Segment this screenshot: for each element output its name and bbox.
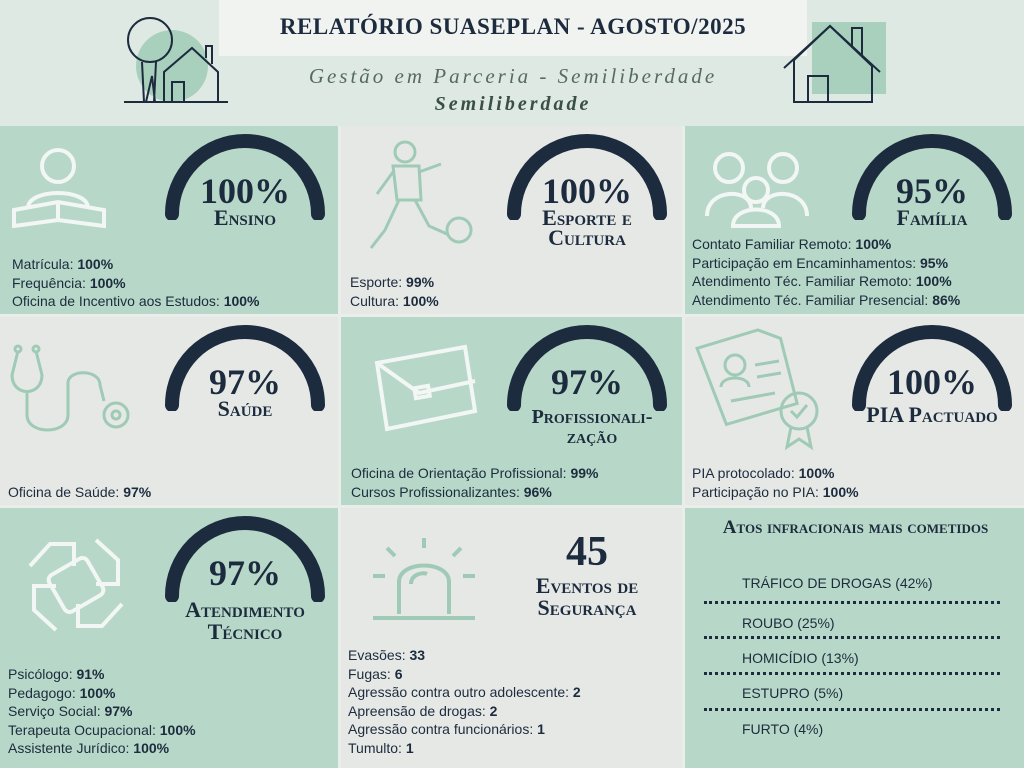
divider [704,672,1000,675]
percent-pia: 100% [887,362,977,402]
items-profissionalizacao: Oficina de Orientação Profissional: 99% … [351,464,598,501]
list-item: ROUBO (25%) [742,615,835,631]
card-esporte: 100% Esporte e Cultura Esporte: 99% Cult… [341,126,682,314]
label-ensino: Ensino [213,205,277,230]
divider [704,708,1000,711]
list-item: Atendimento Téc. Familiar Presencial: 86… [692,291,961,308]
label-seguranca-2: Segurança [537,595,637,620]
stethoscope-icon [10,344,130,432]
siren-icon [373,538,475,620]
gauge-atendimento [165,516,325,602]
card-ensino: 100% Ensino Matrícula: 100% Frequência: … [0,126,338,314]
items-familia: Contato Familiar Remoto: 100% Participaç… [692,235,960,309]
list-item: Assistente Jurídico: 100% [8,740,170,756]
list-item: Cultura: 100% [350,292,439,309]
items-ensino: Matrícula: 100% Frequência: 100% Oficina… [12,255,260,311]
list-item: Atendimento Téc. Familiar Remoto: 100% [692,273,952,289]
gauge-profissionalizacao [507,325,667,411]
card-pia: 100% PIA Pactuado PIA protocolado: 100% … [685,317,1024,505]
tree-house-icon [124,17,228,103]
list-item: ESTUPRO (5%) [742,685,844,701]
list-item: Frequência: 100% [12,274,126,291]
gauge-familia [852,134,1012,220]
gauge-esporte [507,134,667,220]
label-profissionalizacao: Profissionali- [531,406,653,428]
list-item: FURTO (4%) [742,721,824,737]
security-events-count: 45 [566,529,608,575]
label-atendimento-2: Técnico [207,619,283,644]
list-item: Oficina de Orientação Profissional: 99% [351,465,599,481]
list-item: Serviço Social: 97% [8,703,133,719]
family-icon [705,152,809,228]
percent-atendimento: 97% [209,553,281,593]
card-profissionalizacao: 97% Profissionali- zação Oficina de Orie… [341,317,682,505]
label-saude: Saúde [217,396,273,421]
list-item: Cursos Profissionalizantes: 96% [351,483,552,500]
items-atendimento: Psicólogo: 91% Pedagogo: 100% Serviço So… [8,665,196,758]
atos-title: Atos infracionais mais cometidos [722,517,989,538]
gauge-pia [852,325,1012,411]
list-item: Fugas: 6 [348,665,403,682]
list-item: Oficina de Incentivo aos Estudos: 100% [12,293,260,309]
percent-ensino: 100% [200,171,290,211]
label-esporte: Esporte e Cultura [542,205,632,250]
divider [704,636,1000,639]
gauge-saude [165,325,325,411]
items-pia: PIA protocolado: 100% Participação no PI… [692,464,859,501]
briefcase-icon [374,344,478,432]
percent-profissionalizacao: 97% [551,362,623,402]
list-item: Participação no PIA: 100% [692,483,859,500]
list-item: Tumulto: 1 [348,739,414,756]
list-item: Terapeuta Ocupacional: 100% [8,721,196,738]
list-item: Oficina de Saúde: 97% [8,484,152,500]
list-item: HOMICÍDIO (13%) [742,650,859,666]
label-familia: Família [896,205,968,230]
page-title: RELATÓRIO SUASEPLAN - AGOSTO/2025 [279,14,747,39]
list-item: TRÁFICO DE DROGAS (42%) [742,575,933,591]
page-subtitle: Gestão em Parceria - Semiliberdade [308,64,718,88]
items-esporte: Esporte: 99% Cultura: 100% [350,273,439,310]
list-item: PIA protocolado: 100% [692,465,835,481]
gauge-ensino [165,134,325,220]
house-icon [783,22,886,103]
percent-esporte: 100% [542,171,632,211]
hands-icon [28,538,124,632]
card-seguranca: 45 Eventos de Segurança Evasões: 33 Fuga… [341,508,682,768]
list-item: Evasões: 33 [348,647,426,663]
title-box [219,0,807,56]
card-saude: 97% Saúde Oficina de Saúde: 97% [0,317,338,505]
list-item: Esporte: 99% [350,274,435,290]
list-item: Agressão contra funcionários: 1 [348,721,545,737]
list-item: Matrícula: 100% [12,256,114,272]
document-icon [695,328,819,451]
label-profissionalizacao-2: zação [566,426,618,448]
items-seguranca: Evasões: 33 Fugas: 6 Agressão contra out… [348,646,581,757]
label-atendimento: Atendimento [185,597,305,622]
list-item: Contato Familiar Remoto: 100% [692,236,892,252]
list-item: Agressão contra outro adolescente: 2 [348,684,581,700]
divider [704,601,1000,604]
percent-familia: 95% [896,171,968,211]
label-pia: PIA Pactuado [866,402,998,427]
page-subtitle-program: Semiliberdade [434,93,592,115]
soccer-player-icon [369,140,473,249]
list-item: Psicólogo: 91% [8,666,105,682]
list-item: Participação em Encaminhamentos: 95% [692,254,949,271]
card-familia: 95% Família Contato Familiar Remoto: 100… [685,126,1024,314]
label-seguranca: Eventos de [535,573,639,598]
card-atendimento: 97% Atendimento Técnico Psicólogo: 91% P… [0,508,338,768]
list-item: Apreensão de drogas: 2 [348,702,498,719]
items-saude: Oficina de Saúde: 97% [8,483,151,502]
percent-saude: 97% [209,362,281,402]
reading-person-icon [12,148,106,228]
list-item: Pedagogo: 100% [8,684,116,701]
